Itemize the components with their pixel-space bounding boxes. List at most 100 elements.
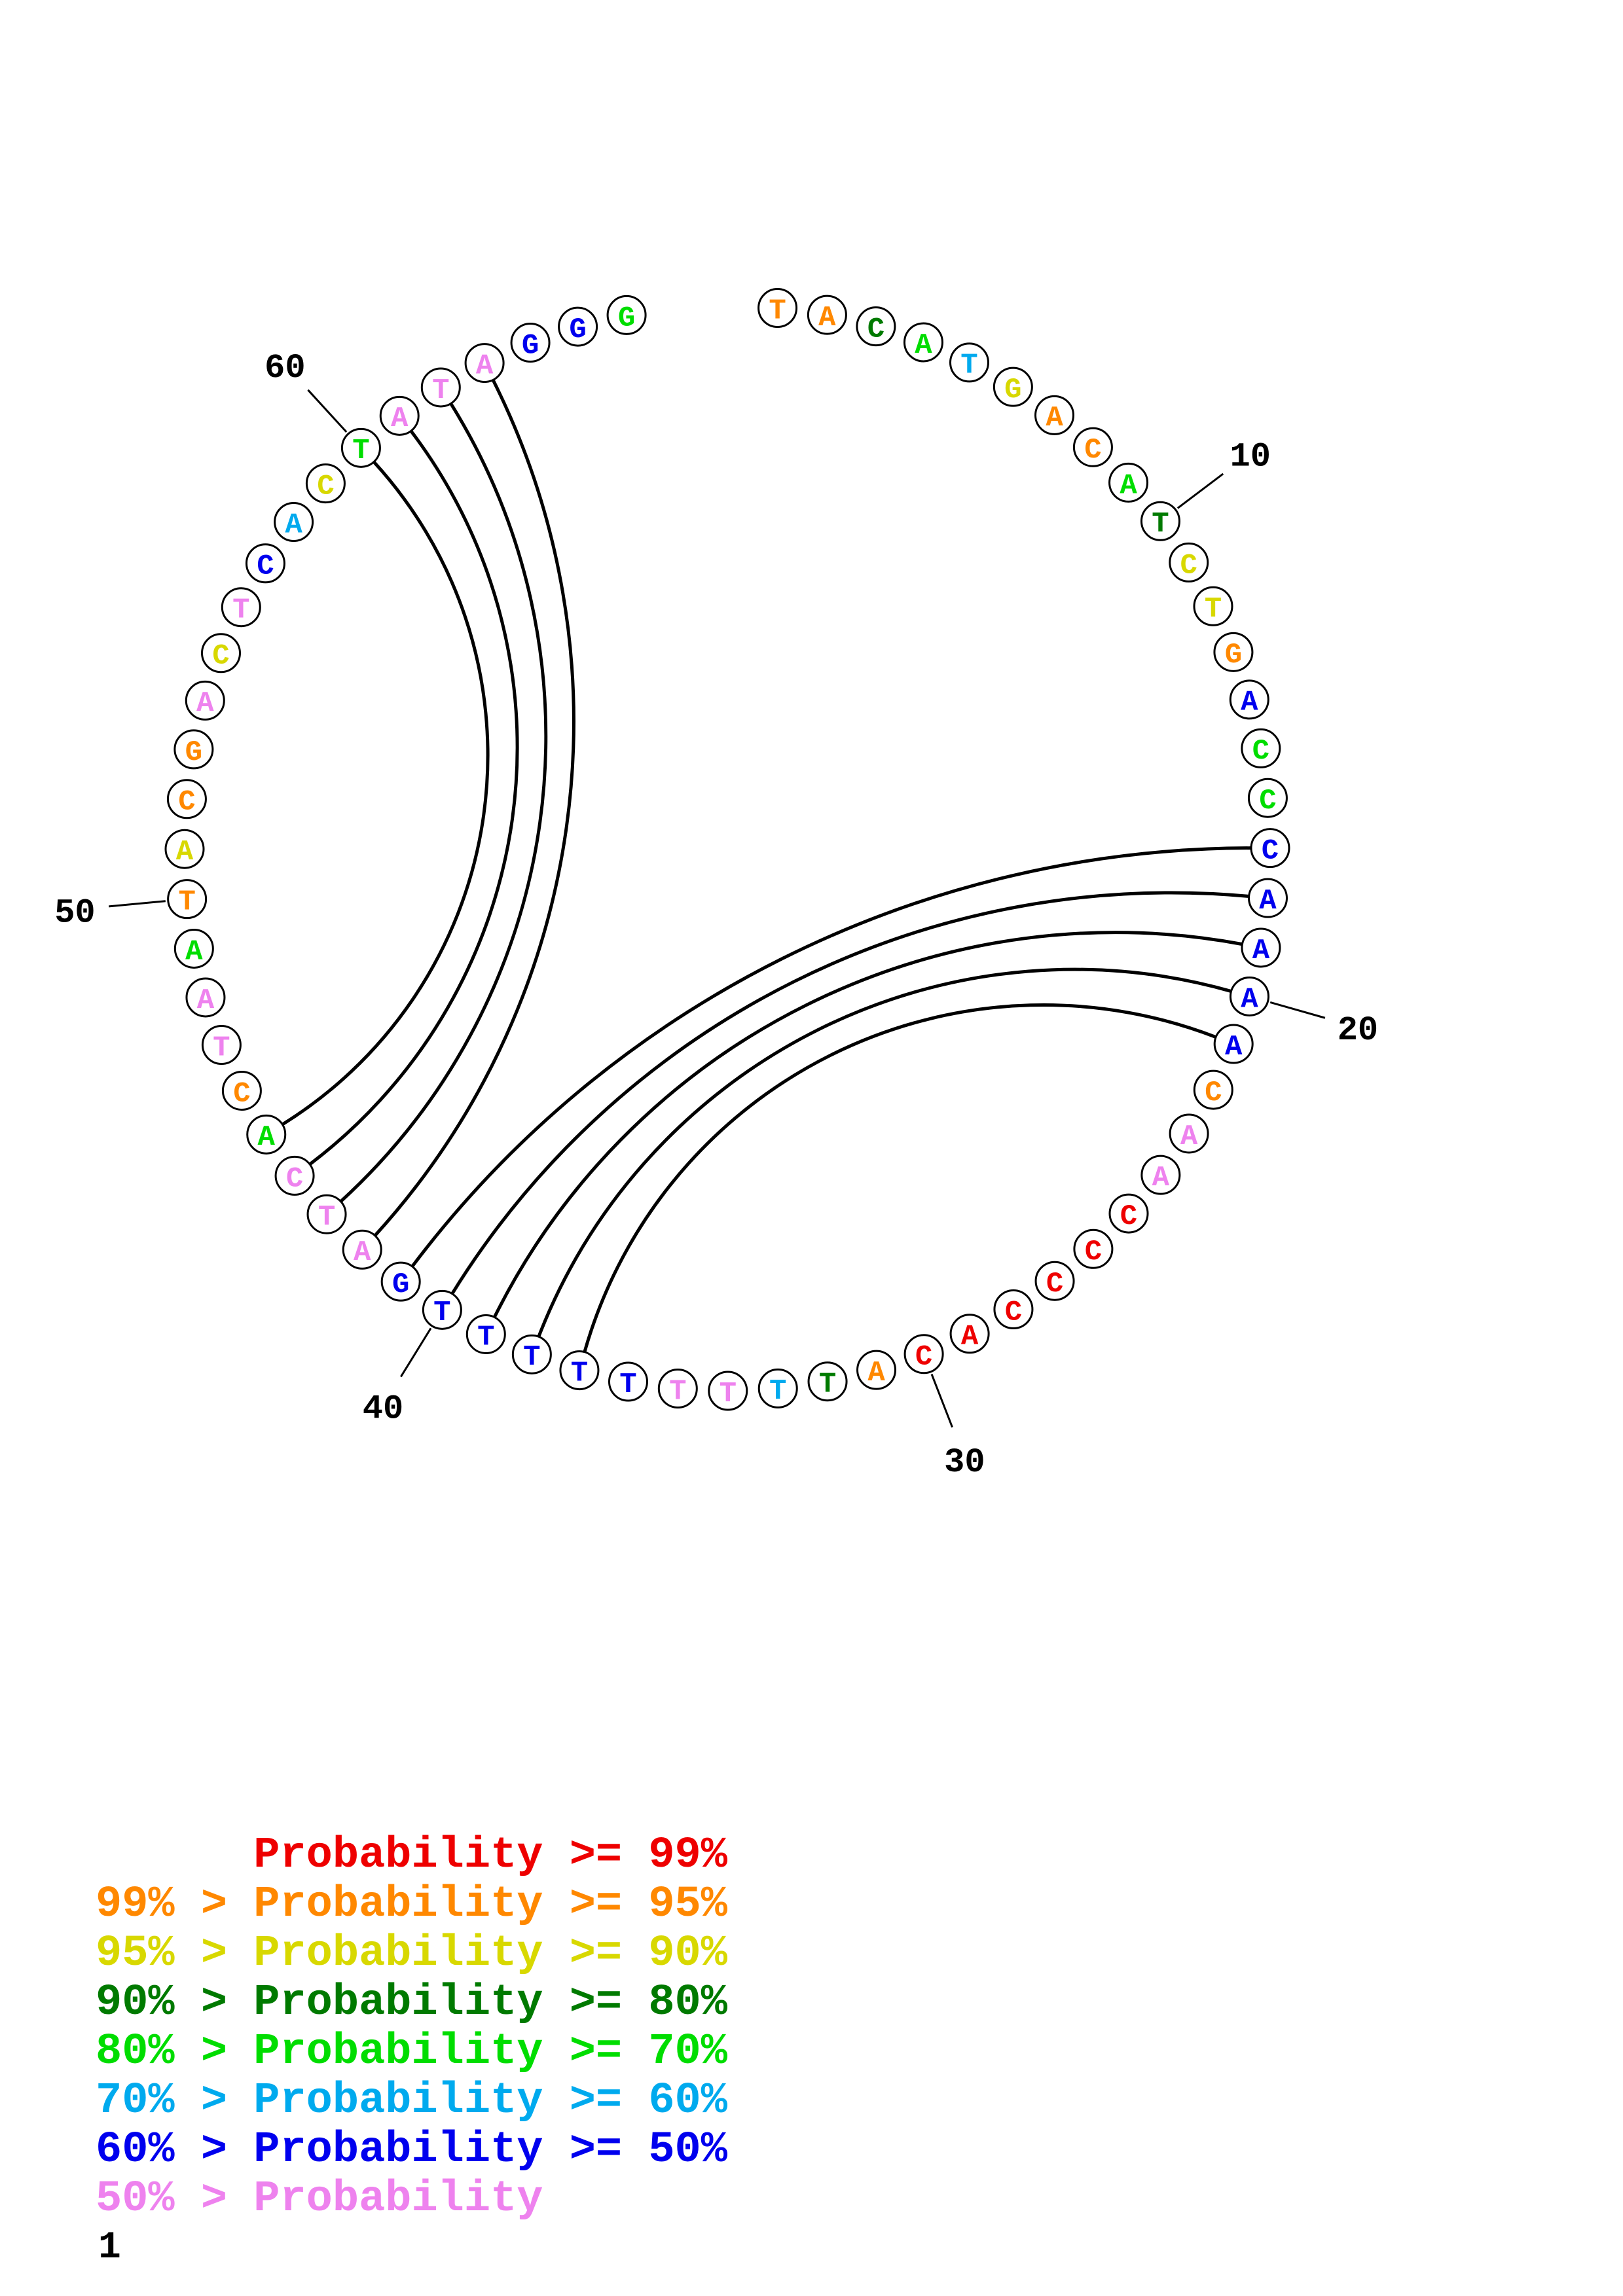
- nucleotide-letter: T: [232, 594, 249, 627]
- nucleotide-circle: [201, 633, 242, 673]
- nucleotide-letter: A: [354, 1236, 371, 1269]
- nucleotide-letter: G: [392, 1268, 409, 1301]
- nucleotide-letter: A: [197, 984, 215, 1017]
- position-label: 10: [1230, 437, 1270, 476]
- nucleotide-circle: [1229, 679, 1269, 720]
- legend-line: Probability >= 99%: [96, 1831, 727, 1880]
- nucleotide-letter: A: [961, 1321, 979, 1354]
- nucleotide-letter: A: [1180, 1121, 1198, 1153]
- nucleotide-letter: T: [960, 350, 977, 382]
- nucleotide-circle: [1241, 927, 1281, 968]
- position-tick-line: [930, 1373, 953, 1428]
- nucleotide-circle: [201, 1025, 242, 1066]
- nucleotide-circle: [221, 1070, 262, 1111]
- nucleotide-circle: [1169, 1113, 1209, 1154]
- probability-legend: Probability >= 99% 99% > Probability >= 9…: [96, 1831, 727, 2224]
- nucleotide-circle: [274, 502, 314, 543]
- nucleotide-circle: [949, 342, 989, 383]
- nucleotide-circle: [342, 1229, 382, 1270]
- nucleotide-circle: [708, 1371, 748, 1411]
- nucleotide-circle: [993, 367, 1033, 407]
- nucleotide-letter: T: [477, 1321, 494, 1354]
- nucleotide-letter: A: [185, 935, 203, 968]
- legend-line: 95% > Probability >= 90%: [96, 1929, 727, 1979]
- nucleotide-letter: C: [1084, 434, 1101, 467]
- nucleotide-circle: [185, 680, 225, 721]
- nucleotide-circle: [465, 1314, 506, 1354]
- nucleotide-letter: C: [178, 786, 195, 819]
- nucleotide-circle: [993, 1289, 1034, 1330]
- nucleotide-circle: [1247, 778, 1288, 818]
- position-label: 30: [944, 1443, 985, 1482]
- legend-line: 80% > Probability >= 70%: [96, 2027, 727, 2077]
- position-label: 20: [1338, 1011, 1378, 1050]
- nucleotide-letter: A: [258, 1121, 276, 1154]
- nucleotide-circle: [274, 1155, 315, 1196]
- nucleotide-circle: [245, 543, 285, 584]
- nucleotide-letter: T: [619, 1369, 636, 1401]
- nucleotide-letter: G: [185, 736, 202, 769]
- nucleotide-circle: [464, 343, 505, 384]
- position-label: 40: [363, 1390, 403, 1428]
- nucleotide-letter: A: [1252, 935, 1270, 967]
- nucleotide-letter: A: [1152, 1162, 1170, 1194]
- nucleotide-circle: [1241, 728, 1281, 768]
- nucleotide-letter: C: [317, 470, 334, 503]
- base-pair-arc: [339, 403, 548, 1203]
- nucleotide-letter: G: [1004, 374, 1021, 406]
- nucleotide-circle: [1034, 395, 1075, 435]
- nucleotide-letter: G: [522, 329, 539, 362]
- nucleotide-letter: G: [618, 302, 635, 334]
- nucleotide-letter: A: [818, 302, 836, 334]
- nucleotide-circle: [173, 928, 214, 969]
- position-label: 50: [54, 894, 95, 933]
- circle-plot: T A C ATGACATCTGACCCAAAACAACCCCACATTTTTTTTT…: [54, 288, 1378, 1482]
- nucleotide-circle: [1247, 878, 1288, 918]
- nucleotide-letter: A: [1259, 885, 1277, 918]
- nucleotide-circle: [1213, 1024, 1254, 1064]
- nucleotide-letter: A: [1225, 1031, 1243, 1064]
- nucleotide-letter: A: [915, 329, 932, 362]
- legend-line: 99% > Probability >= 95%: [96, 1880, 727, 1929]
- nucleotide-letter: C: [867, 313, 884, 346]
- nucleotide-circle: [166, 779, 207, 819]
- nucleotide-letter: A: [476, 350, 494, 382]
- base-pair-arc: [282, 461, 490, 1126]
- nucleotide-circle: [1250, 828, 1290, 869]
- nucleotide-circle: [757, 1368, 798, 1408]
- structure-number: 1: [98, 2227, 121, 2269]
- base-pair-arc: [373, 379, 575, 1237]
- nucleotide-letter: C: [1046, 1268, 1063, 1300]
- nucleotide-letter: C: [1259, 785, 1276, 817]
- nucleotide-letter: A: [1241, 687, 1258, 719]
- nucleotide-circle: [657, 1369, 698, 1409]
- nucleotide-letter: A: [176, 836, 194, 869]
- nucleotide-circle: [807, 295, 847, 335]
- position-tick-line: [400, 1327, 432, 1378]
- nucleotide-letter: C: [257, 550, 274, 583]
- legend-line: 50% > Probability: [96, 2174, 543, 2224]
- nucleotide-letter: T: [433, 1297, 450, 1329]
- nucleotide-letter: C: [1262, 835, 1279, 868]
- nucleotide-circle: [221, 587, 261, 628]
- nucleotide-letter: A: [1046, 402, 1063, 435]
- nucleotide-letter: A: [1120, 469, 1137, 502]
- nucleotide-circle: [856, 306, 896, 347]
- nucleotide-circle: [340, 427, 381, 468]
- nucleotide-circle: [510, 323, 551, 363]
- base-pair-arc: [308, 429, 519, 1166]
- nucleotide-circle: [420, 367, 461, 408]
- nucleotide-letter: T: [669, 1375, 686, 1408]
- nucleotide-circle: [422, 1289, 462, 1330]
- nucleotide-letter: T: [769, 1375, 786, 1408]
- nucleotide-letter: T: [1152, 508, 1169, 541]
- nucleotide-letter: C: [212, 640, 229, 673]
- nucleotide-circle: [1193, 1069, 1233, 1110]
- nucleotide-letter: T: [1205, 593, 1222, 626]
- base-pair-arc: [410, 846, 1252, 1268]
- nucleotide-letter: T: [819, 1369, 836, 1401]
- position-tick-line: [109, 900, 166, 908]
- base-pair-arc: [537, 967, 1232, 1338]
- nucleotide-circle: [949, 1314, 990, 1354]
